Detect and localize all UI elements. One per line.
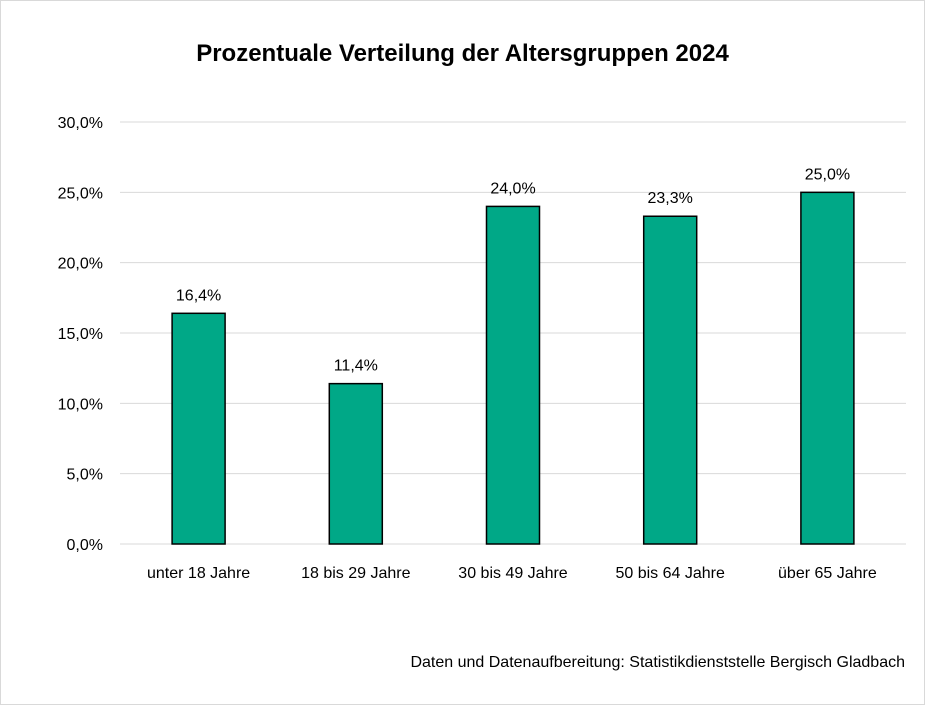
x-tick-label: unter 18 Jahre	[147, 565, 250, 582]
x-tick-label: 30 bis 49 Jahre	[458, 565, 568, 582]
data-label: 24,0%	[490, 180, 535, 197]
bar	[485, 205, 541, 545]
y-tick-label: 10,0%	[58, 396, 103, 413]
data-label: 11,4%	[334, 358, 378, 375]
y-axis-tick-labels: 0,0% 5,0% 10,0% 15,0% 20,0% 25,0% 30,0%	[58, 115, 103, 554]
bars	[171, 191, 855, 545]
bar	[642, 215, 698, 545]
y-tick-label: 0,0%	[67, 537, 103, 554]
bar	[800, 191, 855, 545]
y-tick-label: 15,0%	[58, 326, 103, 343]
y-tick-label: 5,0%	[67, 467, 103, 484]
x-tick-label: über 65 Jahre	[778, 565, 877, 582]
bar	[328, 382, 384, 545]
y-tick-label: 20,0%	[58, 256, 103, 273]
data-label: 25,0%	[805, 166, 850, 183]
data-label: 16,4%	[176, 287, 221, 304]
y-tick-label: 25,0%	[58, 185, 103, 202]
data-labels: 16,4% 11,4% 24,0% 23,3% 25,0%	[176, 166, 850, 374]
bar	[171, 312, 226, 545]
x-tick-label: 50 bis 64 Jahre	[615, 565, 725, 582]
chart-title: Prozentuale Verteilung der Altersgruppen…	[196, 40, 729, 67]
x-tick-label: 18 bis 29 Jahre	[301, 565, 411, 582]
source-note: Daten und Datenaufbereitung: Statistikdi…	[410, 654, 905, 671]
data-label: 23,3%	[648, 190, 693, 207]
y-tick-label: 30,0%	[58, 115, 103, 132]
x-axis-tick-labels: unter 18 Jahre 18 bis 29 Jahre 30 bis 49 J…	[147, 565, 877, 582]
